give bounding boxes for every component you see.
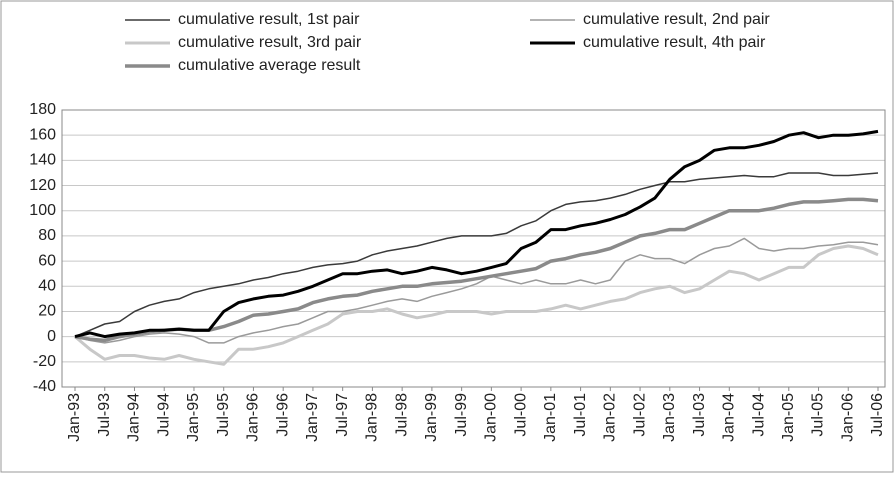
x-tick-label: Jan-95 — [185, 393, 202, 442]
x-tick-label: Jan-03 — [661, 393, 678, 442]
y-tick-label: 20 — [38, 303, 56, 320]
x-tick-label: Jul-00 — [512, 393, 529, 437]
x-tick-label: Jan-99 — [423, 393, 440, 442]
x-tick-label: Jan-98 — [364, 393, 381, 442]
legend-label: cumulative average result — [178, 57, 361, 74]
x-tick-label: Jul-98 — [393, 393, 410, 437]
x-tick-label: Jan-93 — [66, 393, 83, 442]
x-tick-label: Jul-02 — [631, 393, 648, 437]
y-tick-label: 60 — [38, 252, 56, 269]
y-tick-label: 160 — [29, 126, 56, 143]
x-tick-label: Jul-05 — [810, 393, 827, 437]
x-tick-label: Jan-96 — [245, 393, 262, 442]
x-tick-label: Jan-04 — [721, 393, 738, 442]
x-tick-label: Jul-01 — [572, 393, 589, 437]
x-tick-label: Jan-01 — [542, 393, 559, 442]
y-tick-label: 180 — [29, 101, 56, 118]
y-tick-label: -40 — [33, 378, 56, 395]
y-tick-label: 100 — [29, 202, 56, 219]
y-tick-label: 80 — [38, 227, 56, 244]
x-tick-label: Jan-06 — [839, 393, 856, 442]
series-line — [74, 129, 879, 339]
x-tick-label: Jul-06 — [869, 393, 886, 437]
legend-label: cumulative result, 1st pair — [178, 11, 360, 28]
y-tick-label: -20 — [33, 353, 56, 370]
x-tick-label: Jul-03 — [691, 393, 708, 437]
legend-label: cumulative result, 2nd pair — [583, 11, 770, 28]
x-tick-label: Jul-99 — [453, 393, 470, 437]
y-tick-label: 120 — [29, 177, 56, 194]
series-line — [74, 244, 879, 366]
legend-label: cumulative result, 3rd pair — [178, 34, 362, 51]
y-tick-label: 0 — [47, 328, 56, 345]
x-tick-label: Jan-94 — [126, 393, 143, 442]
x-tick-label: Jul-97 — [334, 393, 351, 437]
y-tick-label: 40 — [38, 277, 56, 294]
x-tick-label: Jul-04 — [750, 393, 767, 437]
legend-label: cumulative result, 4th pair — [583, 34, 766, 51]
series-line — [74, 237, 879, 344]
x-tick-label: Jul-93 — [96, 393, 113, 437]
x-tick-label: Jul-95 — [215, 393, 232, 437]
x-tick-label: Jul-94 — [155, 393, 172, 437]
x-tick-label: Jan-05 — [780, 393, 797, 442]
plot-area — [61, 109, 886, 388]
x-tick-label: Jan-00 — [483, 393, 500, 442]
x-tick-label: Jul-96 — [274, 393, 291, 437]
x-tick-label: Jan-02 — [602, 393, 619, 442]
series-line — [74, 172, 879, 338]
x-tick-label: Jan-97 — [304, 393, 321, 442]
y-tick-label: 140 — [29, 152, 56, 169]
